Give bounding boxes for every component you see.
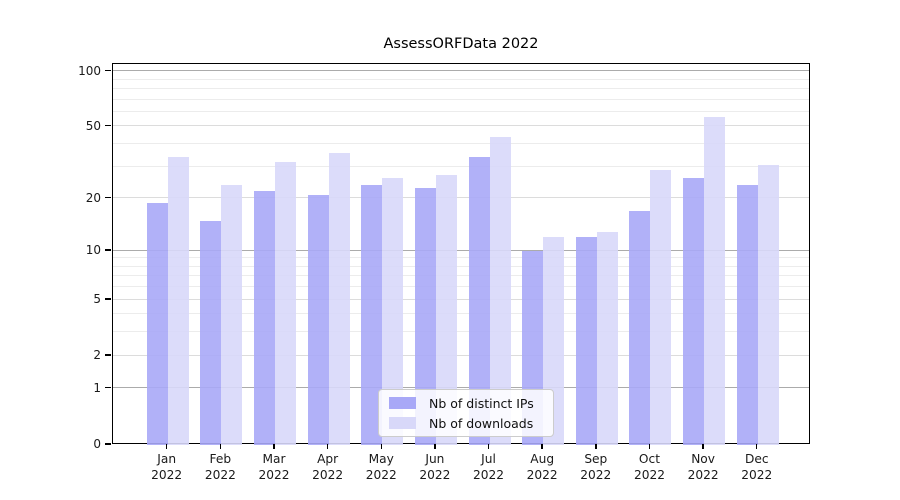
y-tick-label: 1	[93, 380, 101, 395]
x-tick-mark	[165, 444, 168, 449]
minor-gridline	[113, 275, 809, 277]
x-tick-mark	[380, 444, 382, 449]
bar-nov-distinct-ips	[683, 178, 705, 445]
bar-mar-distinct-ips	[253, 191, 275, 445]
chart-title: AssessORFData 2022	[383, 36, 539, 52]
legend-swatch-distinct-ips	[389, 397, 416, 409]
minor-gridline	[113, 165, 809, 167]
x-tick-label: Apr 2022	[312, 452, 344, 482]
x-tick-mark	[273, 444, 275, 449]
bar-jun-distinct-ips	[414, 187, 436, 445]
y-tick-mark	[105, 124, 111, 127]
bar-dec-downloads	[757, 164, 779, 445]
y-tick-label: 50	[85, 118, 101, 133]
minor-gridline	[113, 265, 809, 267]
bar-jan-downloads	[167, 157, 189, 445]
x-tick-mark	[648, 444, 651, 449]
y-tick-label: 5	[93, 292, 101, 307]
x-tick-mark	[755, 444, 758, 449]
x-tick-mark	[702, 444, 704, 449]
major-gridline	[113, 298, 809, 300]
y-tick-mark	[105, 196, 111, 199]
major-gridline	[113, 197, 809, 199]
x-tick-label: Mar 2022	[258, 452, 290, 482]
bar-mar-downloads	[274, 162, 296, 445]
major-gridline	[113, 354, 809, 356]
major-gridline	[113, 387, 809, 389]
y-tick-label: 0	[93, 437, 101, 451]
minor-gridline	[113, 143, 809, 145]
x-tick-mark	[541, 444, 543, 449]
bar-oct-downloads	[650, 169, 672, 445]
minor-gridline	[113, 331, 809, 333]
x-tick-label: Sep 2022	[580, 452, 612, 482]
legend-item-distinct-ips: Nb of distinct IPs	[389, 396, 543, 411]
x-tick-mark	[595, 444, 597, 449]
minor-gridline	[113, 313, 809, 315]
x-tick-mark	[326, 444, 329, 449]
bar-jan-distinct-ips	[146, 202, 168, 445]
y-tick-label: 20	[85, 190, 101, 205]
y-tick-mark	[105, 69, 111, 72]
x-tick-label: Jul 2022	[473, 452, 505, 482]
minor-gridline	[113, 78, 809, 80]
x-tick-label: Oct 2022	[633, 452, 665, 482]
bar-nov-downloads	[704, 116, 726, 445]
x-tick-label: May 2022	[365, 452, 397, 482]
y-tick-mark	[105, 386, 111, 389]
bar-oct-distinct-ips	[629, 211, 651, 445]
x-tick-label: Jun 2022	[419, 452, 451, 482]
y-tick-mark	[105, 354, 111, 356]
bar-feb-distinct-ips	[200, 220, 222, 445]
y-tick-mark	[105, 249, 111, 251]
major-gridline	[113, 70, 809, 72]
bar-sep-downloads	[596, 231, 618, 445]
bar-sep-distinct-ips	[575, 237, 597, 445]
x-tick-mark	[434, 444, 436, 449]
y-tick-label: 10	[85, 243, 101, 257]
y-tick-label: 100	[78, 63, 101, 78]
minor-gridline	[113, 87, 809, 89]
bar-dec-distinct-ips	[736, 184, 758, 445]
legend-swatch-downloads	[389, 417, 416, 429]
bar-may-downloads	[382, 178, 404, 445]
x-tick-label: Jan 2022	[151, 452, 183, 482]
x-tick-mark	[487, 444, 490, 449]
x-tick-label: Nov 2022	[687, 452, 719, 482]
x-tick-label: Aug 2022	[526, 452, 558, 482]
major-gridline	[113, 125, 809, 127]
minor-gridline	[113, 257, 809, 259]
bar-jun-downloads	[435, 175, 457, 445]
y-tick-mark	[105, 298, 111, 300]
x-tick-label: Dec 2022	[741, 452, 773, 482]
x-tick-label: Feb 2022	[204, 452, 236, 482]
legend-label-downloads: Nb of downloads	[429, 415, 534, 431]
legend: Nb of distinct IPs Nb of downloads	[378, 389, 554, 437]
bar-jul-distinct-ips	[468, 157, 490, 445]
plot-area: Nb of distinct IPs Nb of downloads	[112, 63, 810, 445]
x-tick-mark	[219, 444, 222, 449]
bar-jul-downloads	[489, 137, 511, 445]
minor-gridline	[113, 110, 809, 112]
bar-apr-downloads	[328, 152, 350, 445]
bar-apr-distinct-ips	[307, 194, 329, 445]
bar-feb-downloads	[221, 184, 243, 445]
minor-gridline	[113, 98, 809, 100]
y-tick-mark	[105, 443, 111, 445]
major-gridline	[113, 249, 809, 251]
y-tick-label: 2	[93, 348, 101, 363]
legend-item-downloads: Nb of downloads	[389, 416, 543, 431]
legend-label-distinct-ips: Nb of distinct IPs	[429, 395, 534, 411]
bar-may-distinct-ips	[361, 184, 383, 445]
minor-gridline	[113, 286, 809, 288]
